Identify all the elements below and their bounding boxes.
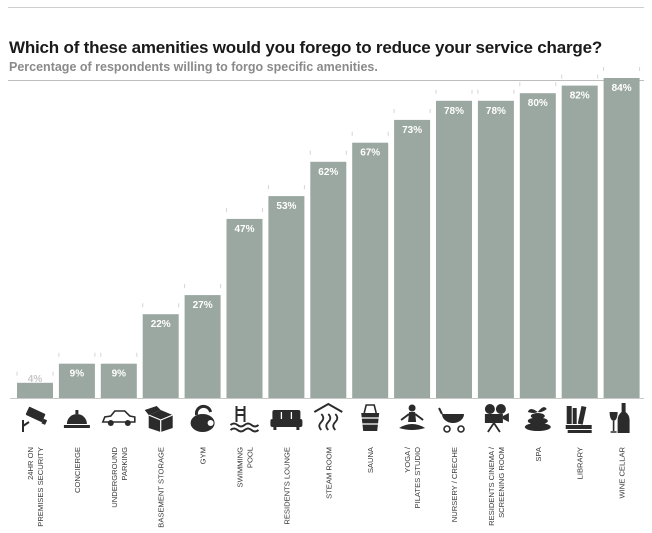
category-label-2: CONCIERGE [73, 447, 82, 493]
data-label-11: 78% [444, 106, 464, 117]
category-label-10: YOGA /PILATES STUDIO [403, 446, 422, 508]
bar-1 [17, 382, 53, 398]
bar-15 [603, 78, 640, 398]
category-label-13: SPA [534, 446, 543, 462]
books-icon [565, 405, 592, 433]
data-label-4: 22% [151, 319, 171, 330]
data-label-15: 84% [612, 83, 632, 94]
bar-bracket [142, 303, 180, 308]
category-label-8: STEAM ROOM [324, 447, 333, 499]
data-label-2: 9% [70, 369, 85, 380]
steam-icon [313, 402, 343, 431]
subtitle-divider [8, 80, 644, 81]
sofa-icon [270, 410, 303, 430]
bar-13 [519, 93, 556, 398]
top-divider [8, 7, 644, 8]
category-label-12: RESIDENTS CINEMA /SCREENING ROOM [487, 446, 506, 526]
sauna-bucket-icon [361, 404, 380, 431]
bar-bracket [477, 89, 515, 94]
data-label-5: 27% [193, 300, 213, 311]
data-label-7: 53% [276, 201, 296, 212]
category-label-5: GYM [199, 447, 208, 464]
data-label-13: 80% [528, 98, 548, 109]
security-camera-icon [22, 406, 48, 432]
swimming-pool-icon [229, 406, 260, 433]
concierge-bell-icon [63, 410, 90, 428]
bar-8 [310, 161, 347, 398]
data-label-6: 47% [234, 224, 254, 235]
bar-bracket [309, 150, 347, 155]
bar-5 [184, 295, 221, 398]
bar-bracket [561, 74, 599, 79]
bar-12 [477, 100, 514, 399]
chart-title: Which of these amenities would you foreg… [9, 38, 603, 57]
category-label-15: WINE CELLAR [618, 446, 627, 498]
data-label-8: 62% [318, 167, 338, 178]
data-label-14: 82% [570, 91, 590, 102]
yoga-pose-icon [399, 404, 426, 430]
chart-subtitle: Percentage of respondents willing to for… [9, 60, 378, 74]
category-label-14: LIBRARY [576, 447, 585, 479]
bar-2 [58, 363, 95, 398]
data-label-3: 9% [112, 369, 127, 380]
car-icon [101, 410, 136, 426]
bar-bracket [16, 371, 54, 376]
bar-4 [142, 314, 179, 398]
bar-bracket [184, 284, 222, 289]
data-label-1: 4% [28, 374, 43, 385]
bar-bracket [519, 82, 557, 87]
bar-6 [226, 218, 263, 398]
wine-bottle-icon [609, 403, 630, 433]
category-label-9: SAUNA [366, 446, 375, 473]
bar-bracket [435, 89, 473, 94]
bar-11 [436, 100, 472, 399]
data-label-10: 73% [402, 125, 422, 136]
bar-14 [561, 85, 598, 398]
data-label-9: 67% [360, 148, 380, 159]
film-camera-icon [484, 404, 509, 433]
pram-icon [438, 407, 465, 433]
bar-bracket [603, 67, 641, 71]
bar-7 [268, 196, 305, 398]
category-label-1: 24HR ONPREMISES SECURITY [26, 447, 45, 527]
kettlebell-icon [190, 404, 215, 432]
bar-bracket [351, 131, 389, 136]
bar-9 [352, 142, 389, 398]
data-label-12: 78% [486, 106, 506, 117]
spa-stones-icon [524, 407, 551, 431]
bar-bracket [58, 352, 96, 357]
category-label-4: BASEMENT STORAGE [157, 447, 166, 528]
bar-bracket [226, 207, 263, 212]
category-label-3: UNDERGROUNDPARKING [110, 446, 129, 507]
bar-bracket [100, 352, 138, 357]
category-label-7: RESIDENTS LOUNGE [282, 447, 291, 525]
bar-bracket [393, 108, 431, 113]
bar-10 [394, 119, 431, 399]
bar-bracket [267, 185, 305, 190]
category-label-6: SWIMMINGPOOL [236, 447, 255, 488]
category-label-11: NURSERY / CRECHE [450, 447, 459, 522]
bar-3 [100, 363, 137, 398]
storage-box-icon [144, 406, 173, 432]
